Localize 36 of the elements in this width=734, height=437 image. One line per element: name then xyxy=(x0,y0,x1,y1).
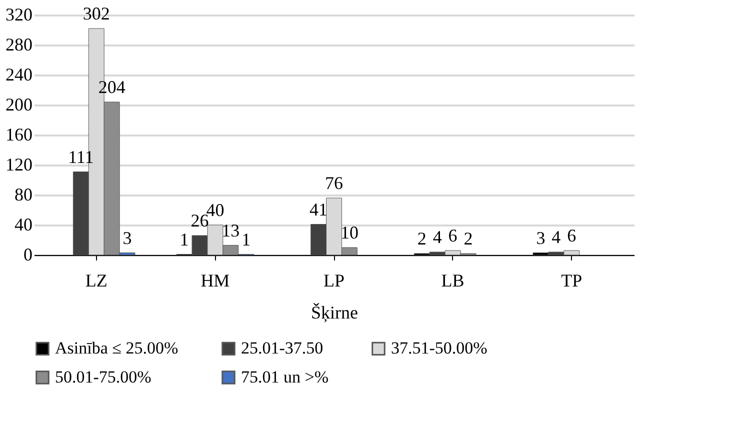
data-label: 204 xyxy=(98,77,126,97)
data-label: 10 xyxy=(340,222,358,242)
x-tick-label: LP xyxy=(323,270,345,290)
y-tick-label: 80 xyxy=(14,184,32,204)
data-label: 1 xyxy=(242,229,251,250)
y-tick-label: 240 xyxy=(6,64,32,84)
data-label: 2 xyxy=(464,228,473,248)
x-tick-label: LB xyxy=(441,270,464,290)
data-label: 4 xyxy=(432,227,442,247)
y-tick-label: 320 xyxy=(6,4,32,24)
legend-label: Asinība ≤ 25.00% xyxy=(55,338,178,358)
legend-label: 75.01 un >% xyxy=(241,368,328,386)
legend-label: 25.01-37.50 xyxy=(241,338,324,358)
legend-label: 50.01-75.00% xyxy=(55,368,152,386)
data-label: 3 xyxy=(122,228,132,248)
x-tick-label: LZ xyxy=(85,270,108,290)
legend-label: 37.51-50.00% xyxy=(391,338,488,358)
y-tick-label: 0 xyxy=(24,244,32,264)
x-axis-title: Šķirne xyxy=(311,302,358,322)
data-label: 76 xyxy=(325,173,343,193)
data-label: 2 xyxy=(417,228,426,248)
x-tick-label: HM xyxy=(200,270,230,290)
data-label: 302 xyxy=(82,4,110,24)
data-label: 6 xyxy=(448,226,458,246)
data-label: 3 xyxy=(536,228,546,248)
y-tick-label: 200 xyxy=(6,94,32,114)
data-label: 13 xyxy=(222,220,240,240)
data-label: 6 xyxy=(567,226,576,246)
y-tick-label: 120 xyxy=(6,154,32,174)
data-label: 4 xyxy=(552,227,561,247)
y-tick-label: 160 xyxy=(6,124,32,144)
y-tick-label: 280 xyxy=(6,34,32,54)
y-tick-label: 40 xyxy=(14,214,32,234)
x-tick-label: TP xyxy=(561,270,582,290)
data-label: 1 xyxy=(180,229,189,250)
data-label: 40 xyxy=(206,200,224,220)
